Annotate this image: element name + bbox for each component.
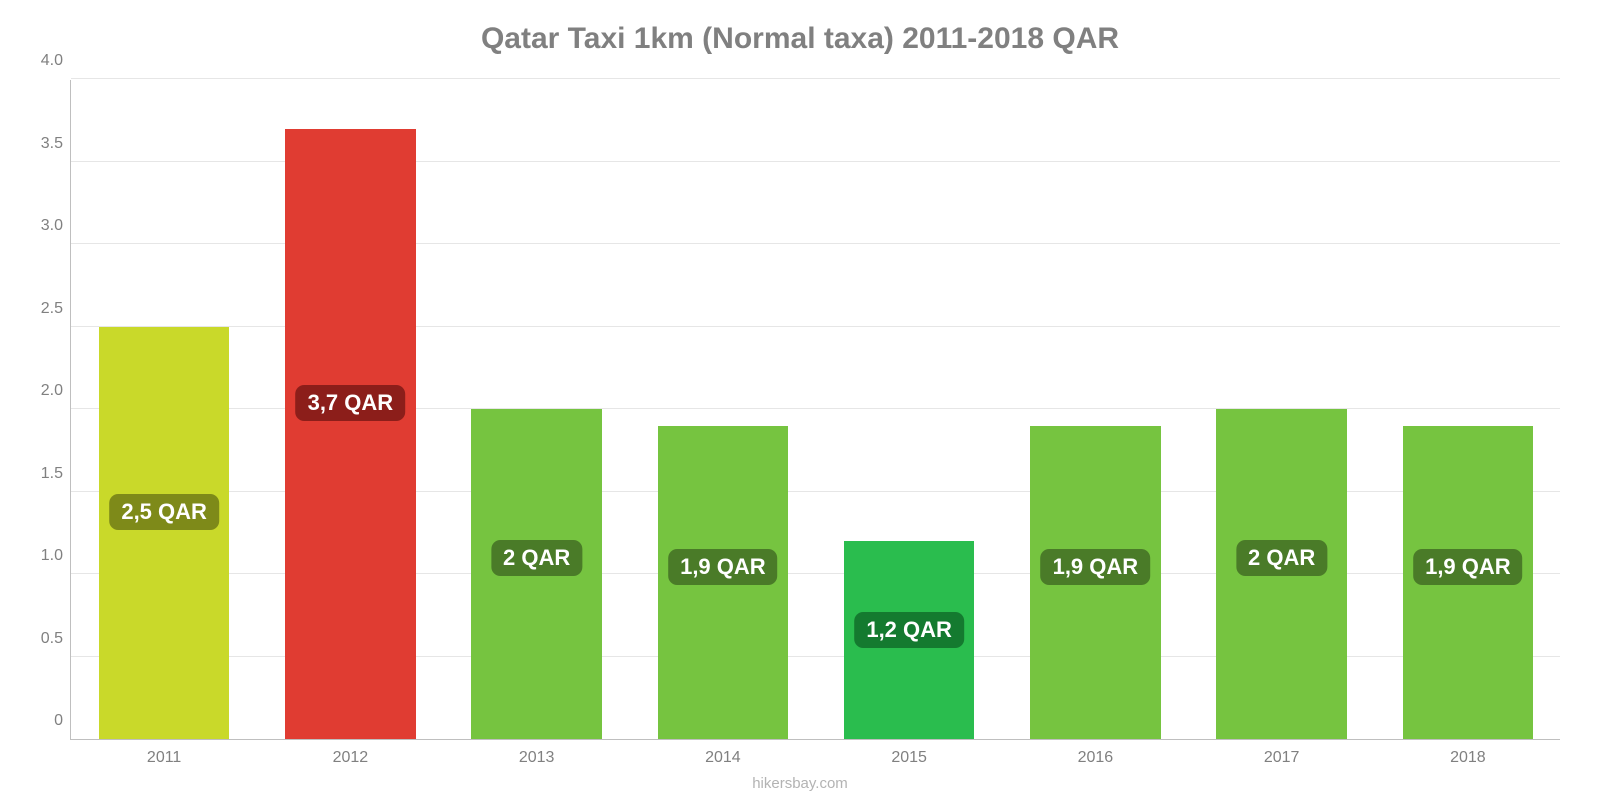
x-tick-label: 2016 [1078, 749, 1114, 767]
y-tick-label: 2.0 [21, 382, 63, 400]
x-tick-label: 2017 [1264, 749, 1300, 767]
bar-value-label: 1,2 QAR [854, 612, 964, 648]
bar: 2,5 QAR [99, 327, 229, 740]
y-tick-label: 2.5 [21, 300, 63, 318]
y-tick-label: 1.0 [21, 547, 63, 565]
y-tick-label: 3.5 [21, 135, 63, 153]
bar-value-label: 2,5 QAR [109, 494, 219, 530]
x-tick-label: 2012 [333, 749, 369, 767]
bar-value-label: 2 QAR [1236, 540, 1327, 576]
x-tick-label: 2013 [519, 749, 555, 767]
bar-value-label: 1,9 QAR [1413, 549, 1523, 585]
bar-value-label: 1,9 QAR [668, 549, 778, 585]
x-tick-label: 2015 [891, 749, 927, 767]
y-tick-label: 3.0 [21, 217, 63, 235]
chart-credit: hikersbay.com [0, 775, 1600, 792]
bar-chart: Qatar Taxi 1km (Normal taxa) 2011-2018 Q… [0, 0, 1600, 800]
y-tick-label: 0.5 [21, 630, 63, 648]
bar: 2 QAR [1216, 409, 1346, 739]
bar: 1,2 QAR [844, 541, 974, 739]
plot-area: 00.51.01.52.02.53.03.54.020112,5 QAR2012… [70, 80, 1560, 740]
y-tick-label: 4.0 [21, 52, 63, 70]
x-tick-label: 2018 [1450, 749, 1486, 767]
bar: 3,7 QAR [285, 129, 415, 740]
bar: 1,9 QAR [1030, 426, 1160, 740]
bar: 1,9 QAR [658, 426, 788, 740]
y-tick-label: 0 [21, 712, 63, 730]
bar-value-label: 1,9 QAR [1041, 549, 1151, 585]
bar: 2 QAR [471, 409, 601, 739]
bar-value-label: 3,7 QAR [296, 385, 406, 421]
bar: 1,9 QAR [1403, 426, 1533, 740]
gridline [71, 78, 1560, 79]
bar-value-label: 2 QAR [491, 540, 582, 576]
x-tick-label: 2011 [147, 749, 181, 767]
y-tick-label: 1.5 [21, 465, 63, 483]
x-tick-label: 2014 [705, 749, 741, 767]
chart-title: Qatar Taxi 1km (Normal taxa) 2011-2018 Q… [0, 22, 1600, 56]
